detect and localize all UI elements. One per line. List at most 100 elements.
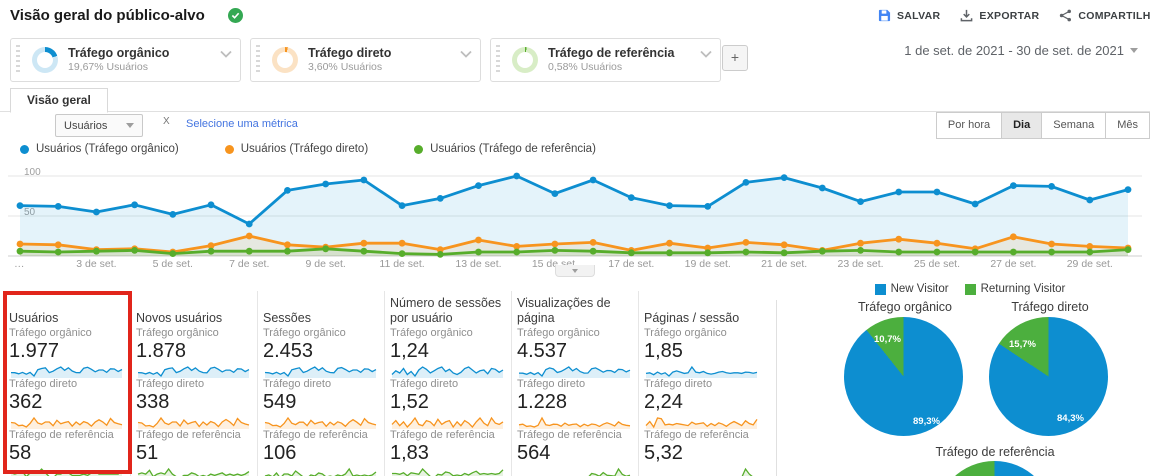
legend-item-3[interactable]: Usuários (Tráfego de referência) — [414, 143, 596, 155]
pie-legend-label: New Visitor — [890, 283, 949, 295]
granularity-buttons: Por hora Dia Semana Mês — [935, 112, 1150, 139]
card-title: Páginas / sessão — [644, 310, 740, 325]
segment-name: Tráfego de referência — [548, 45, 675, 60]
x-axis-label: 13 de set. — [455, 258, 502, 270]
granularity-dia[interactable]: Dia — [1001, 112, 1043, 139]
export-button[interactable]: EXPORTAR — [960, 9, 1039, 22]
metric-value: 1,24 — [390, 340, 429, 362]
sparkline — [645, 365, 758, 378]
share-icon — [1060, 9, 1072, 22]
drag-handle-icon[interactable] — [256, 45, 260, 75]
segments-bar: Tráfego orgânico 19,67% Usuários Tráfego d… — [0, 31, 1150, 87]
tab-overview[interactable]: Visão geral — [10, 88, 108, 113]
metric-card-3: Sessões Tráfego orgânico 2.453 Tráfego dire… — [258, 291, 385, 476]
segment-chip-text: Tráfego orgânico 19,67% Usuários — [68, 46, 169, 75]
share-button[interactable]: COMPARTILHAR — [1059, 9, 1150, 22]
metric-value: 549 — [263, 391, 297, 413]
y-axis-tick: 50 — [24, 207, 36, 218]
metric-card-5: Visualizações de página Tráfego orgânico 4… — [512, 291, 639, 476]
x-axis-label: 21 de set. — [761, 258, 808, 270]
metric-label: Tráfego orgânico — [517, 327, 600, 339]
legend-item-2[interactable]: Usuários (Tráfego direto) — [224, 143, 369, 155]
metric-value: 58 — [9, 442, 32, 464]
segment-name: Tráfego orgânico — [68, 45, 170, 60]
sparkline — [392, 467, 504, 476]
x-axis-label: … — [14, 258, 25, 270]
metric-label: Tráfego direto — [136, 378, 205, 390]
x-axis-label: 19 de set. — [684, 258, 731, 270]
tab-strip: Visão geral — [0, 87, 1150, 113]
pie-slice-label-returning: 15,7% — [1009, 339, 1036, 350]
metric-label: Tráfego orgânico — [136, 327, 219, 339]
sparkline — [741, 467, 753, 476]
sparkline — [588, 467, 631, 476]
chevron-down-icon — [572, 268, 578, 273]
chart-legend: Usuários (Tráfego orgânico) Usuários (Trá… — [20, 143, 596, 155]
segment-subtitle: 19,67% Usuários — [68, 61, 148, 74]
segment-chip-1[interactable]: Tráfego orgânico 19,67% Usuários — [10, 38, 241, 82]
drag-handle-icon[interactable] — [16, 45, 20, 75]
download-icon — [961, 9, 973, 22]
top-toolbar: Visão geral do público-alvo SALVAR EXPOR… — [0, 0, 1150, 32]
chevron-down-icon[interactable] — [460, 45, 472, 63]
x-axis-label: 27 de set. — [990, 258, 1037, 270]
granularity-mês[interactable]: Mês — [1105, 112, 1150, 139]
pie-legend-item[interactable]: New Visitor — [874, 283, 949, 295]
metric-value: 51 — [136, 442, 159, 464]
sparkline — [10, 416, 123, 429]
y-axis-tick: 100 — [24, 167, 41, 178]
pie-legend: New Visitor Returning Visitor — [790, 283, 1150, 295]
sparkline — [391, 416, 504, 429]
metric-value: 338 — [136, 391, 170, 413]
segment-donut-icon — [272, 47, 298, 73]
sparkline — [264, 467, 377, 476]
metric-value: 1,85 — [644, 340, 683, 362]
legend-dot-icon — [20, 144, 29, 154]
metric-card-4: Número de sessões por usuário Tráfego org… — [385, 291, 512, 476]
legend-label: Usuários (Tráfego direto) — [240, 143, 369, 155]
chevron-down-icon[interactable] — [220, 45, 232, 63]
metric-label: Tráfego de referência — [390, 429, 495, 441]
legend-item-1[interactable]: Usuários (Tráfego orgânico) — [20, 143, 179, 155]
date-range-text: 1 de set. de 2021 - 30 de set. de 2021 — [904, 43, 1124, 58]
segment-subtitle: 0,58% Usuários — [548, 61, 623, 74]
sparkline — [137, 416, 250, 429]
pie-legend-item[interactable]: Returning Visitor — [964, 283, 1065, 295]
metric-label: Tráfego direto — [644, 378, 713, 390]
pie-slice-label-new: 84,3% — [1057, 413, 1084, 424]
metric-label: Tráfego de referência — [644, 429, 749, 441]
x-axis-label: 9 de set. — [305, 258, 346, 270]
toolbar-actions: SALVAR EXPORTAR COMPARTILHAR ⚙ INSIGHTS — [878, 0, 1150, 31]
legend-label: Usuários (Tráfego orgânico) — [36, 143, 179, 155]
save-button[interactable]: SALVAR — [878, 9, 940, 22]
segment-chip-2[interactable]: Tráfego direto 3,60% Usuários — [250, 38, 481, 82]
granularity-semana[interactable]: Semana — [1041, 112, 1107, 139]
sparkline — [518, 416, 631, 429]
segment-chip-3[interactable]: Tráfego de referência 0,58% Usuários — [490, 38, 721, 82]
chevron-down-icon — [126, 123, 134, 128]
sparkline — [264, 416, 377, 429]
chart-expander-button[interactable] — [555, 265, 595, 277]
metric-compare-x[interactable]: X — [163, 116, 170, 127]
granularity-por-hora[interactable]: Por hora — [935, 112, 1003, 139]
date-range-selector[interactable]: 1 de set. de 2021 - 30 de set. de 2021 — [904, 43, 1138, 58]
section-divider — [776, 300, 777, 476]
select-metric-link[interactable]: Selecione uma métrica — [186, 118, 298, 130]
card-title: Visualizações de página — [517, 296, 611, 325]
x-axis-label: 17 de set. — [608, 258, 655, 270]
metric-label: Tráfego direto — [517, 378, 586, 390]
metric-value: 2.453 — [263, 340, 314, 362]
chevron-down-icon[interactable] — [700, 45, 712, 63]
save-icon — [878, 9, 891, 22]
metric-label: Tráfego de referência — [263, 429, 368, 441]
card-title: Usuários — [9, 310, 59, 325]
timeseries-chart: 100 50 … 3 de set. 5 de set. 7 de set. 9 de … — [0, 158, 1150, 283]
metric-label: Tráfego direto — [263, 378, 332, 390]
drag-handle-icon[interactable] — [496, 45, 500, 75]
metric-label: Tráfego orgânico — [644, 327, 727, 339]
add-segment-button[interactable]: + — [722, 45, 748, 71]
metric-card-6: Páginas / sessão Tráfego orgânico 1,85 Tráf… — [639, 291, 766, 476]
metric-dropdown[interactable]: Usuários — [55, 114, 143, 137]
legend-square-icon — [964, 283, 976, 295]
x-axis-label: 11 de set. — [379, 258, 425, 270]
